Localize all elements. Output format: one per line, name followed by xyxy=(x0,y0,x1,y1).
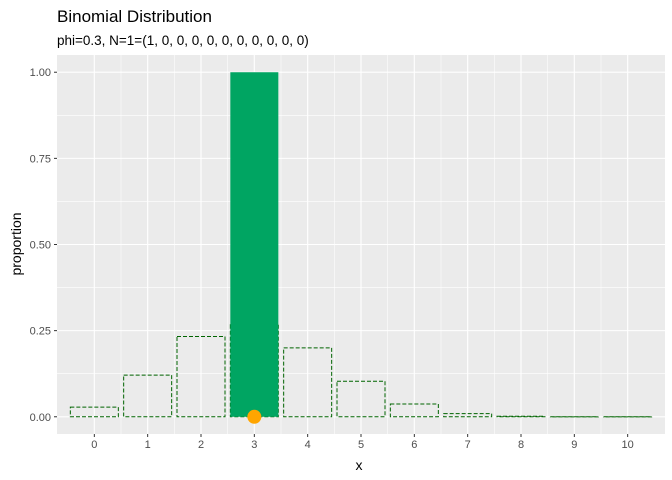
dashed-bar xyxy=(69,406,119,418)
grid-major xyxy=(57,55,665,434)
dashed-bar xyxy=(443,413,493,418)
mean-marker xyxy=(247,409,262,424)
filled-bars xyxy=(230,72,279,417)
marker-layer xyxy=(247,409,262,424)
x-axis-ticks: 0 1 2 3 4 5 6 7 8 9 10 xyxy=(91,434,634,451)
y-tick-label: 0.25 xyxy=(30,326,51,338)
dashed-bar xyxy=(389,403,439,418)
x-tick-label: 6 xyxy=(411,439,417,451)
chart-title: Binomial Distribution xyxy=(57,7,212,26)
chart-subtitle: phi=0.3, N=1=(1, 0, 0, 0, 0, 0, 0, 0, 0,… xyxy=(57,33,309,48)
x-tick-label: 2 xyxy=(198,439,204,451)
x-tick-label: 9 xyxy=(571,439,577,451)
x-axis-title: x xyxy=(356,457,363,473)
filled-bar xyxy=(230,72,279,417)
y-axis-title: proportion xyxy=(8,212,24,275)
x-tick-label: 0 xyxy=(91,439,97,451)
dashed-bar xyxy=(123,374,173,418)
x-tick-label: 7 xyxy=(465,439,471,451)
y-tick-label: 0.75 xyxy=(30,153,51,165)
x-tick-label: 8 xyxy=(518,439,524,451)
y-tick-label: 0.00 xyxy=(30,412,51,424)
dashed-bar xyxy=(176,335,226,418)
dashed-bar xyxy=(283,347,333,418)
x-tick-label: 4 xyxy=(305,439,311,451)
y-axis-ticks: 0.00 0.25 0.50 0.75 1.00 xyxy=(30,67,57,424)
x-tick-label: 10 xyxy=(622,439,634,451)
x-tick-label: 1 xyxy=(145,439,151,451)
x-tick-label: 3 xyxy=(251,439,257,451)
dashed-bar xyxy=(336,380,386,418)
y-tick-label: 0.50 xyxy=(30,240,51,252)
x-tick-label: 5 xyxy=(358,439,364,451)
y-tick-label: 1.00 xyxy=(30,67,51,79)
